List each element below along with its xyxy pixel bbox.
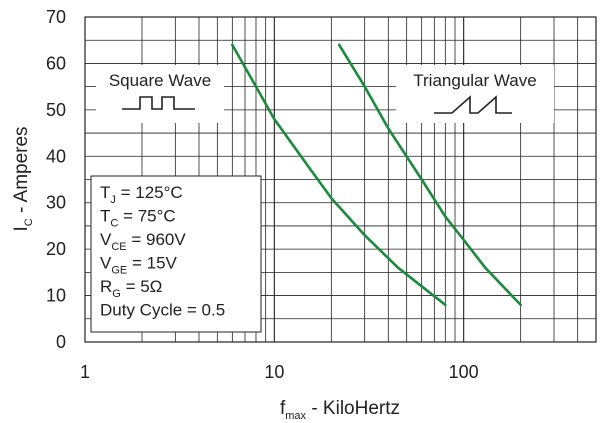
y-tick-label: 0	[56, 332, 66, 352]
condition-line: VCE = 960V	[100, 230, 186, 253]
y-tick-label: 20	[46, 239, 66, 259]
y-axis-label: IC - Amperes	[11, 126, 35, 231]
triangular-wave-symbol	[434, 95, 512, 114]
y-tick-label: 30	[46, 193, 66, 213]
square-wave-label: Square Wave	[109, 71, 211, 90]
square-wave-label-box	[96, 65, 224, 123]
y-tick-label: 10	[46, 286, 66, 306]
condition-line: Duty Cycle = 0.5	[100, 301, 225, 320]
x-axis-label: fmax - KiloHertz	[280, 398, 400, 422]
x-tick-label: 10	[264, 362, 284, 382]
series-line-triangular-wave	[337, 43, 522, 307]
series-layer	[231, 43, 522, 307]
plot-frame	[84, 16, 597, 343]
conditions-box	[90, 175, 262, 333]
condition-line: RG = 5Ω	[100, 277, 162, 300]
condition-line: TC = 75°C	[100, 207, 176, 230]
y-tick-label: 50	[46, 100, 66, 120]
y-tick-label: 60	[46, 53, 66, 73]
condition-line: VGE = 15V	[100, 254, 178, 277]
series-line-square-wave	[231, 43, 447, 307]
x-tick-label: 1	[80, 362, 90, 382]
triangular-wave-label: Triangular Wave	[413, 71, 536, 90]
x-tick-label: 100	[449, 362, 479, 382]
tick-labels: 1 10 100 0 10 20 30 40 50 60 70	[46, 7, 479, 382]
y-tick-label: 70	[46, 7, 66, 27]
square-wave-symbol	[122, 96, 195, 110]
y-tick-label: 40	[46, 146, 66, 166]
condition-line: TJ = 125°C	[100, 183, 183, 206]
